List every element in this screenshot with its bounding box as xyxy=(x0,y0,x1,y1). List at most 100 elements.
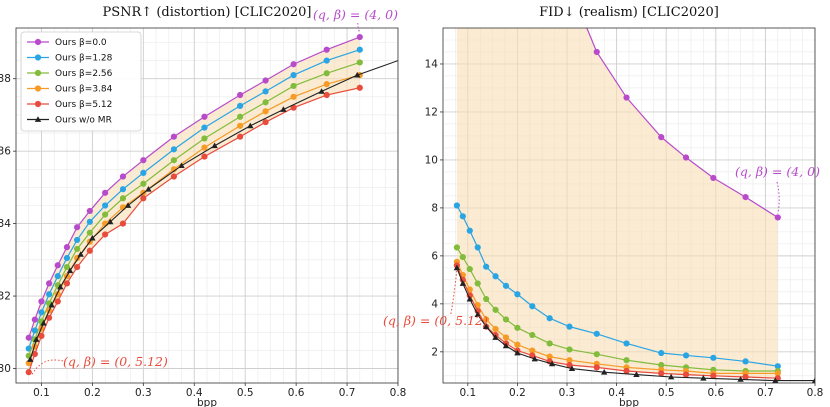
y-tick-label: 14 xyxy=(425,58,439,70)
legend-marker xyxy=(34,69,42,77)
data-point xyxy=(33,336,40,342)
x-tick-label: 0.6 xyxy=(707,387,724,399)
data-point xyxy=(453,264,461,271)
y-tick-label: 32 xyxy=(0,291,11,303)
data-point xyxy=(514,324,521,331)
y-tick-label: 2 xyxy=(431,346,438,358)
data-point xyxy=(86,247,93,254)
data-point xyxy=(262,108,269,115)
x-tick-label: 0.3 xyxy=(559,387,576,399)
legend-label: Ours β=1.28 xyxy=(55,54,113,64)
legend-item-ours-beta-0-0: Ours β=0.0 xyxy=(27,38,107,48)
x-tick-label: 0.1 xyxy=(33,387,50,399)
data-point xyxy=(46,314,53,321)
data-point xyxy=(280,106,287,112)
data-point xyxy=(774,363,781,370)
series-ours-beta-2-56 xyxy=(453,244,781,375)
data-point xyxy=(811,377,815,383)
legend-marker xyxy=(34,54,42,61)
series-ours-beta-2-56 xyxy=(25,59,363,359)
data-point xyxy=(323,91,330,99)
data-point xyxy=(290,71,297,79)
data-point xyxy=(237,122,244,129)
y-tick-label: 8 xyxy=(431,202,438,214)
data-point xyxy=(63,244,71,251)
data-point xyxy=(742,358,749,365)
data-point xyxy=(54,298,61,305)
data-point xyxy=(140,195,147,202)
data-point xyxy=(502,342,510,349)
plot-area xyxy=(16,28,398,383)
data-point xyxy=(546,315,553,322)
data-point xyxy=(354,71,361,78)
annotation-label: (q, β) = (0, 5.12) xyxy=(383,313,488,328)
series-line xyxy=(456,267,815,382)
data-point xyxy=(593,364,600,371)
data-point xyxy=(742,373,749,381)
data-point xyxy=(459,253,466,261)
data-point xyxy=(474,311,481,318)
data-point xyxy=(31,350,38,358)
legend-item-ours-w-o-mr: Ours w/o MR xyxy=(27,116,112,126)
data-point xyxy=(318,88,325,94)
legend-label: Ours β=2.56 xyxy=(55,69,113,79)
data-point xyxy=(474,280,481,287)
data-point xyxy=(262,77,269,84)
legend-label: Ours w/o MR xyxy=(55,116,112,126)
data-point xyxy=(323,57,330,64)
series-ours-w-o-mr xyxy=(453,264,815,383)
data-point xyxy=(102,189,109,196)
data-point xyxy=(742,194,749,201)
data-point xyxy=(290,93,297,100)
data-point xyxy=(546,340,553,347)
y-tick-label: 6 xyxy=(431,250,438,262)
data-point xyxy=(201,153,208,160)
data-point xyxy=(201,124,208,131)
data-point xyxy=(483,316,490,323)
annotation-arrow xyxy=(31,359,64,376)
data-point xyxy=(593,351,600,358)
series-line xyxy=(28,49,360,349)
data-point xyxy=(31,327,38,334)
legend-marker xyxy=(34,100,42,108)
data-point xyxy=(66,267,74,274)
data-point xyxy=(145,185,152,192)
data-point xyxy=(667,373,675,380)
data-point xyxy=(502,282,510,289)
annotation-label: (q, β) = (0, 5.12) xyxy=(63,354,168,369)
axes-frame xyxy=(442,27,816,384)
data-point xyxy=(63,263,71,271)
data-point xyxy=(593,330,600,337)
data-point xyxy=(211,142,218,149)
data-point xyxy=(514,349,521,356)
data-point xyxy=(710,174,717,182)
series-line xyxy=(29,60,398,360)
data-point xyxy=(623,340,630,347)
data-point xyxy=(25,369,32,376)
annotation-label: (q, β) = (4, 0) xyxy=(313,7,398,22)
data-point xyxy=(658,370,665,377)
data-point xyxy=(492,325,499,333)
data-point xyxy=(682,352,690,359)
data-point xyxy=(57,283,64,290)
data-point xyxy=(774,214,781,221)
data-point xyxy=(237,113,244,120)
y-tick-label: 30 xyxy=(0,363,11,375)
data-point xyxy=(356,84,363,91)
data-point xyxy=(40,320,47,326)
data-point xyxy=(700,375,707,381)
data-point xyxy=(548,360,556,367)
data-point xyxy=(566,346,573,353)
annotation-arrow xyxy=(357,22,361,34)
data-point xyxy=(170,146,177,153)
data-point xyxy=(290,61,297,68)
series-ours-beta-1-28 xyxy=(453,202,781,370)
series-line xyxy=(28,61,360,357)
y-tick-label: 12 xyxy=(425,106,438,118)
x-tick-label: 0.1 xyxy=(459,387,476,399)
legend-label: Ours β=5.12 xyxy=(55,100,112,110)
legend-label: Ours β=3.84 xyxy=(55,85,113,95)
y-tick-label: 38 xyxy=(0,73,11,85)
data-point xyxy=(658,361,665,369)
